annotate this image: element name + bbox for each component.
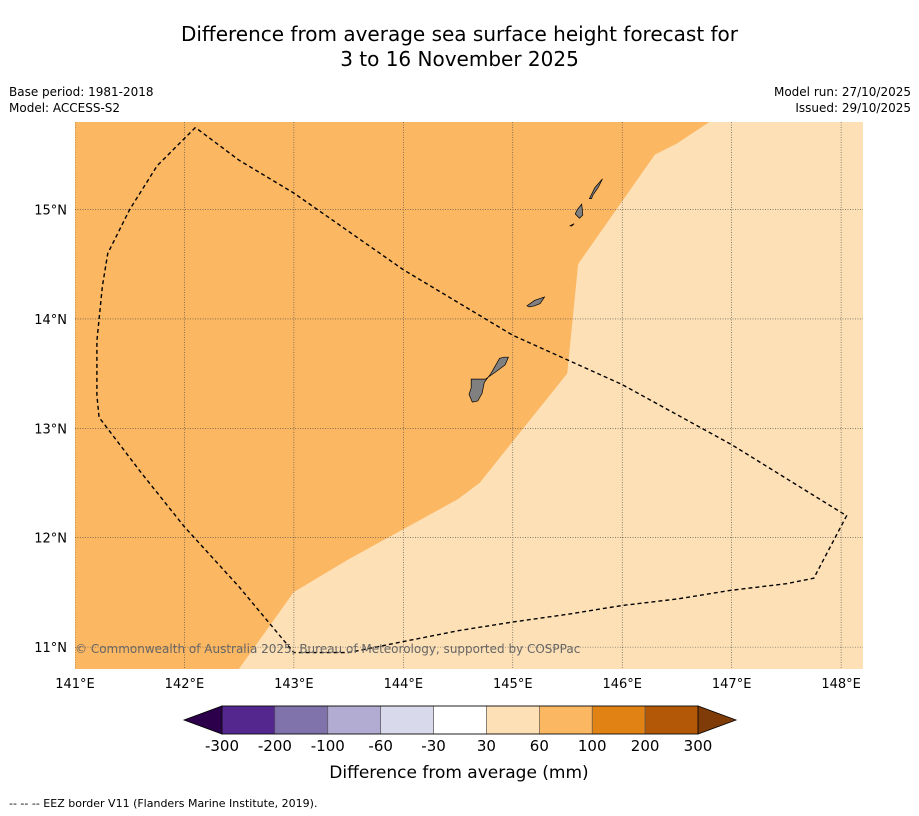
colorbar-bin <box>486 705 540 735</box>
colorbar-under-arrow <box>182 705 223 735</box>
base-period-text: Base period: 1981-2018 <box>9 85 154 99</box>
colorbar-bin <box>327 705 381 735</box>
x-axis-ticks: 141°E 142°E 143°E 144°E 145°E 146°E 147°E 148°E <box>55 677 861 692</box>
x-tick-label: 142°E <box>165 677 205 692</box>
colorbar-tick-label: 30 <box>477 737 496 755</box>
colorbar-tick-label: -100 <box>311 737 345 755</box>
colorbar: -300 -200 -100 -60 -30 30 60 100 200 300 <box>182 705 738 755</box>
colorbar-bin <box>274 705 329 735</box>
y-tick-label: 15°N <box>34 204 67 219</box>
chart-title-line-1: Difference from average sea surface heig… <box>180 22 739 46</box>
chart-title-line-2: 3 to 16 November 2025 <box>340 47 579 71</box>
colorbar-tick-label: 60 <box>530 737 549 755</box>
colorbar-tick-label: -300 <box>205 737 239 755</box>
y-tick-label: 13°N <box>34 422 67 437</box>
colorbar-tick-label: 200 <box>631 737 660 755</box>
colorbar-tick-label: -30 <box>421 737 446 755</box>
colorbar-bin <box>380 705 434 735</box>
x-tick-label: 147°E <box>712 677 752 692</box>
issued-text: Issued: 29/10/2025 <box>795 101 911 115</box>
y-tick-label: 12°N <box>34 532 67 547</box>
island-tinian <box>574 203 584 219</box>
run-info: Model run: 27/10/2025 Issued: 29/10/2025 <box>774 84 911 116</box>
model-info: Base period: 1981-2018 Model: ACCESS-S2 <box>9 84 154 116</box>
x-tick-label: 141°E <box>55 677 95 692</box>
colorbar-bin <box>591 705 646 735</box>
colorbar-tick-label: -200 <box>258 737 292 755</box>
islands-layer <box>468 178 603 403</box>
region-2 <box>238 122 863 669</box>
x-tick-label: 143°E <box>274 677 314 692</box>
x-tick-label: 148°E <box>821 677 861 692</box>
colorbar-bin <box>433 705 487 735</box>
x-tick-label: 146°E <box>602 677 642 692</box>
colorbar-bin <box>221 705 276 735</box>
colorbar-bin <box>644 705 699 735</box>
anomaly-regions <box>75 122 863 669</box>
copyright-text: © Commonwealth of Australia 2025, Bureau… <box>75 642 580 656</box>
colorbar-frame <box>221 705 699 735</box>
island-rota <box>526 296 546 308</box>
colorbar-bin <box>539 705 593 735</box>
colorbar-tick-label: -60 <box>368 737 393 755</box>
eez-legend-text: -- -- -- EEZ border V11 (Flanders Marine… <box>9 797 318 810</box>
colorbar-tick-label: 100 <box>578 737 607 755</box>
model-text: Model: ACCESS-S2 <box>9 101 121 115</box>
colorbar-tick-label: 300 <box>684 737 713 755</box>
model-run-text: Model run: 27/10/2025 <box>773 85 911 99</box>
chart-title: Difference from average sea surface heig… <box>0 22 919 72</box>
island-saipan <box>588 178 603 199</box>
colorbar-over-arrow <box>697 705 738 735</box>
graticule <box>75 122 863 669</box>
y-axis-ticks: 11°N 12°N 13°N 14°N 15°N <box>34 204 67 657</box>
y-tick-label: 14°N <box>34 313 67 328</box>
x-tick-label: 144°E <box>384 677 424 692</box>
y-tick-label: 11°N <box>34 641 67 656</box>
island-aguijan <box>569 223 575 227</box>
colorbar-label: Difference from average (mm) <box>329 763 588 783</box>
island-guam <box>468 356 509 403</box>
x-tick-label: 145°E <box>493 677 533 692</box>
